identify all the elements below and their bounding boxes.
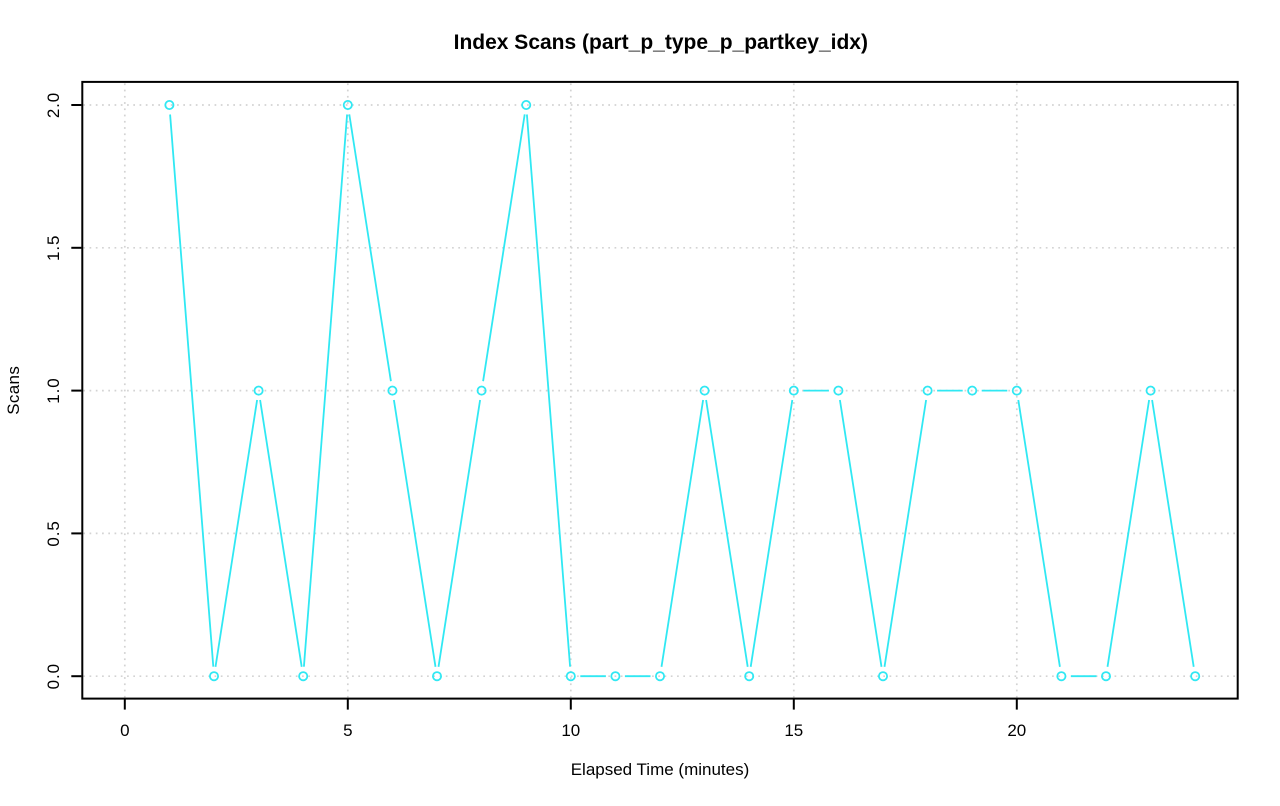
svg-text:Scans: Scans [4, 366, 23, 415]
svg-text:0: 0 [120, 721, 129, 740]
svg-text:Index Scans (part_p_type_p_par: Index Scans (part_p_type_p_partkey_idx) [454, 31, 868, 54]
svg-text:15: 15 [784, 721, 803, 740]
svg-text:20: 20 [1007, 721, 1026, 740]
svg-text:0.0: 0.0 [44, 663, 63, 689]
svg-text:5: 5 [343, 721, 352, 740]
svg-text:1.0: 1.0 [44, 377, 63, 403]
svg-text:0.5: 0.5 [44, 520, 63, 546]
svg-text:1.5: 1.5 [44, 235, 63, 261]
svg-text:10: 10 [561, 721, 580, 740]
svg-text:2.0: 2.0 [44, 92, 63, 118]
svg-text:Elapsed Time (minutes): Elapsed Time (minutes) [571, 760, 750, 779]
